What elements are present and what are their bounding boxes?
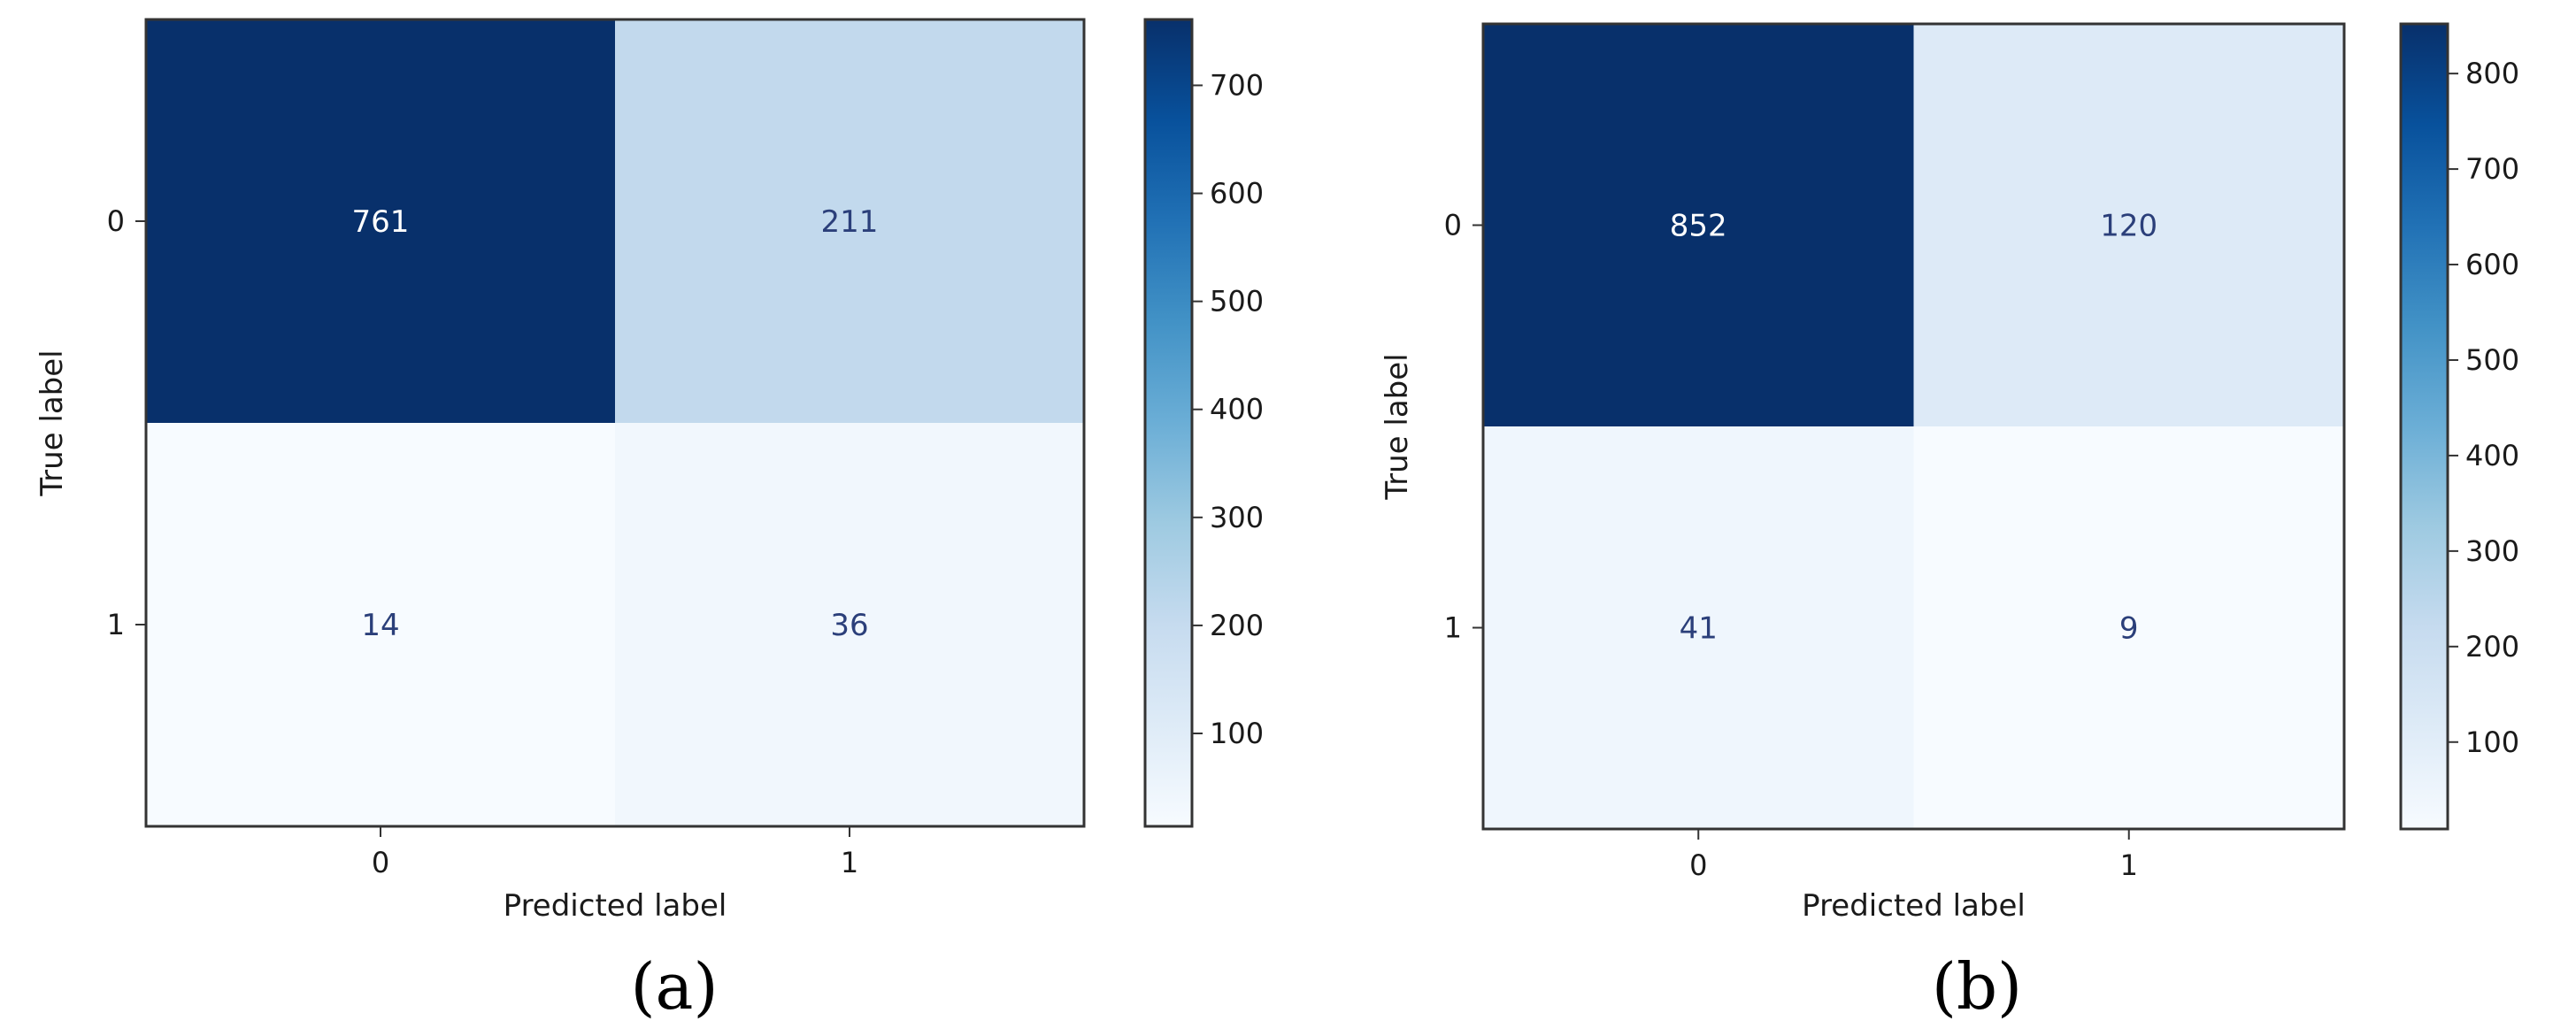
- cell-value-label: 9: [2119, 611, 2139, 647]
- y-tick-label: 1: [1444, 611, 1462, 645]
- y-axis-label: True label: [35, 349, 70, 496]
- matrix-frame: [144, 18, 1086, 828]
- colorbar-tick-label: 300: [1210, 501, 1264, 534]
- matrix-cell: [615, 19, 1085, 424]
- y-ticks: 01: [107, 204, 146, 641]
- x-axis-label: Predicted label: [504, 888, 727, 924]
- panel-caption-b: (b): [1932, 949, 2022, 1024]
- matrix-frame: [1481, 22, 2346, 831]
- x-tick-label: 1: [2120, 848, 2138, 882]
- matrix-cells: 761 211 14 36: [146, 19, 1085, 827]
- matrix-cell: [1483, 426, 1914, 830]
- colorbar-tick-label: 200: [2465, 630, 2519, 664]
- colorbar: 100 200 300 400 500 600 700: [1143, 18, 1264, 828]
- cell-value-label: 14: [361, 608, 399, 643]
- colorbar-tick-label: 100: [2465, 725, 2519, 759]
- matrix-cell: [1483, 24, 1914, 427]
- cell-value-label: 36: [830, 608, 868, 643]
- matrix-cell: [146, 19, 616, 424]
- y-tick-label: 1: [107, 608, 125, 641]
- matrix-cell: [1913, 426, 2345, 830]
- colorbar-gradient: [2399, 22, 2449, 831]
- colorbar-tick-label: 700: [1210, 68, 1264, 102]
- colorbar-ticks: 100 200 300 400 500 600 700 800: [2448, 57, 2519, 759]
- colorbar-tick-label: 500: [2465, 343, 2519, 377]
- matrix-cell: [1913, 24, 2345, 427]
- colorbar-tick-label: 200: [1210, 609, 1264, 642]
- cell-value-label: 852: [1670, 209, 1727, 244]
- colorbar-tick-label: 700: [2465, 152, 2519, 186]
- colorbar-tick-label: 300: [2465, 534, 2519, 568]
- y-tick-label: 0: [107, 204, 125, 238]
- colorbar-tick-label: 400: [2465, 439, 2519, 472]
- x-axis-label: Predicted label: [1802, 888, 2026, 924]
- colorbar-ticks: 100 200 300 400 500 600 700: [1192, 68, 1264, 750]
- x-tick-label: 0: [1689, 848, 1707, 882]
- y-ticks: 01: [1444, 209, 1483, 645]
- colorbar-tick-label: 800: [2465, 57, 2519, 90]
- cell-value-label: 41: [1680, 611, 1718, 647]
- x-tick-label: 1: [841, 846, 858, 879]
- panel-caption-a: (a): [630, 949, 718, 1024]
- colorbar-tick-label: 400: [1210, 393, 1264, 426]
- y-tick-label: 0: [1444, 209, 1462, 242]
- colorbar-tick-label: 600: [2465, 248, 2519, 281]
- colorbar-tick-label: 600: [1210, 177, 1264, 211]
- matrix-cells: 852 120 41 9: [1483, 24, 2345, 830]
- y-axis-label: True label: [1380, 353, 1415, 500]
- cell-value-label: 761: [352, 204, 410, 240]
- matrix-cell: [146, 423, 616, 827]
- cell-value-label: 211: [821, 204, 879, 240]
- x-tick-label: 0: [372, 846, 389, 879]
- matrix-cell: [615, 423, 1085, 827]
- colorbar-tick-label: 100: [1210, 717, 1264, 750]
- colorbar-tick-label: 500: [1210, 285, 1264, 318]
- colorbar-gradient: [1143, 18, 1194, 828]
- colorbar: 100 200 300 400 500 600 700 800: [2399, 22, 2519, 831]
- cell-value-label: 120: [2100, 209, 2157, 244]
